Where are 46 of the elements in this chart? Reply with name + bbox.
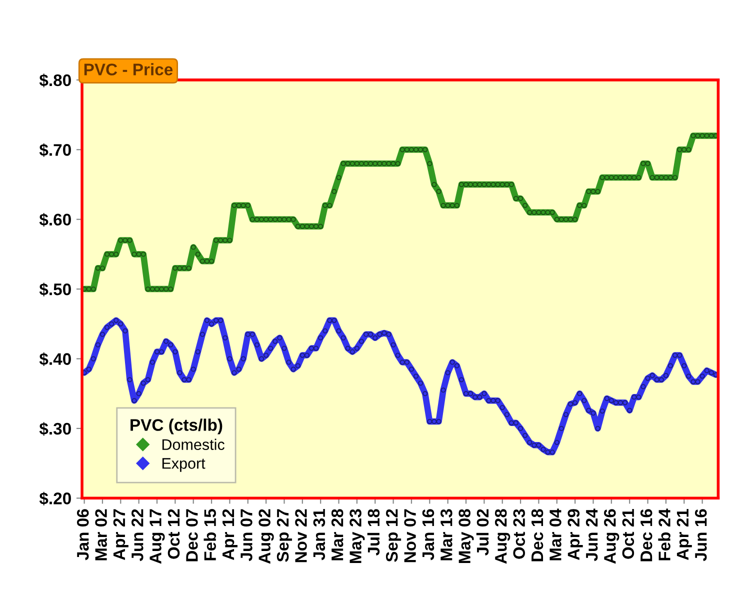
x-tick-label: Mar 04 bbox=[550, 508, 562, 560]
x-tick-label: Sep 27 bbox=[276, 509, 292, 562]
y-tick-label: $.60 bbox=[39, 213, 71, 227]
y-tick-label: $.40 bbox=[39, 352, 71, 366]
x-tick-label: Aug 02 bbox=[258, 509, 274, 564]
legend-label: Export bbox=[162, 458, 206, 472]
x-tick-label: Apr 21 bbox=[676, 509, 692, 560]
x-tick-label: May 23 bbox=[350, 509, 365, 564]
x-tick-label: Sep 12 bbox=[386, 509, 402, 562]
y-tick-label: $.20 bbox=[39, 492, 71, 506]
x-tick-label: Oct 23 bbox=[513, 509, 526, 559]
x-tick-label: Mar 28 bbox=[331, 509, 344, 560]
x-tick-label: Nov 07 bbox=[404, 509, 416, 562]
x-tick-label: Dec 18 bbox=[531, 509, 544, 562]
x-tick-label: Mar 13 bbox=[440, 509, 452, 560]
legend-label: Domestic bbox=[162, 438, 224, 450]
y-tick-label: $.80 bbox=[39, 74, 71, 88]
x-tick-label: Jul 18 bbox=[367, 509, 380, 556]
x-tick-label: Aug 26 bbox=[604, 509, 620, 564]
x-tick-label: Jan 06 bbox=[76, 509, 89, 560]
x-tick-label: Apr 27 bbox=[113, 509, 128, 560]
x-tick-label: Jan 31 bbox=[313, 509, 326, 560]
x-tick-label: Mar 02 bbox=[95, 509, 107, 560]
x-tick-label: Jun 22 bbox=[132, 509, 144, 562]
y-tick-label: $.30 bbox=[39, 422, 71, 436]
chart-title: PVC - Price bbox=[84, 63, 173, 76]
y-tick-label: $.50 bbox=[39, 282, 71, 296]
x-tick-label: May 08 bbox=[458, 509, 474, 564]
x-tick-label: Aug 17 bbox=[150, 509, 165, 564]
y-tick-label: $.70 bbox=[39, 143, 71, 157]
x-tick-label: Feb 15 bbox=[204, 509, 216, 560]
x-tick-label: Dec 16 bbox=[640, 509, 652, 562]
x-tick-label: Jan 16 bbox=[422, 509, 434, 560]
x-tick-label: Jun 07 bbox=[240, 509, 252, 562]
x-tick-label: Feb 24 bbox=[658, 508, 670, 560]
x-tick-label: Jun 24 bbox=[586, 508, 598, 562]
legend-title: PVC (cts/lb) bbox=[130, 418, 222, 434]
x-tick-label: Apr 29 bbox=[568, 509, 583, 560]
x-tick-label: Dec 07 bbox=[186, 509, 198, 562]
x-tick-label: Oct 12 bbox=[168, 509, 180, 559]
x-tick-label: Apr 12 bbox=[222, 509, 238, 560]
x-tick-label: Oct 21 bbox=[622, 509, 634, 559]
x-tick-label: Jul 02 bbox=[476, 509, 489, 556]
x-tick-label: Jun 16 bbox=[694, 509, 707, 562]
x-tick-label: Aug 28 bbox=[494, 509, 510, 564]
x-tick-label: Nov 22 bbox=[295, 509, 307, 562]
